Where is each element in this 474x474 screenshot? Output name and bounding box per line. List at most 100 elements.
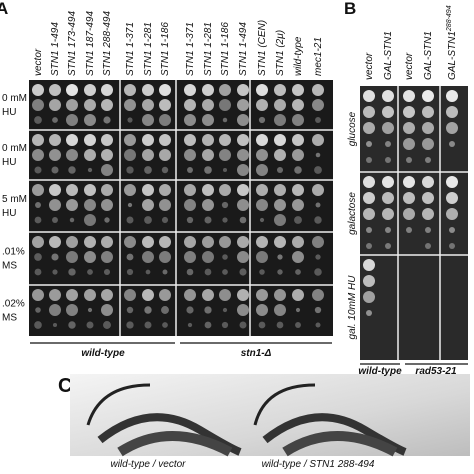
colony-spot [237,184,249,196]
colony-spot [202,289,214,301]
colony-spot [425,157,431,163]
colony-spot [363,176,375,188]
colony-spot [142,289,154,301]
colony-spot [366,141,372,147]
colony-spot [222,254,228,260]
row-label: gal. 10mM HU [347,275,358,340]
colony-spot [256,199,268,211]
colony-spot [237,251,249,263]
colony-spot [32,149,44,161]
colony-spot [86,321,94,329]
colony-spot [34,253,42,261]
colony-spot [221,201,229,209]
colony-spot [446,176,458,188]
colony-spot [312,289,324,301]
colony-spot [126,166,134,174]
colony-spot [101,251,113,263]
colony-spot [202,99,214,111]
colony-spot [385,157,391,163]
row-label: MS [2,261,17,272]
colony-spot [66,236,78,248]
colony-spot [237,289,249,301]
colony-spot [144,216,152,224]
colony-spot [295,322,301,328]
colony-spot [422,138,434,150]
colony-spot [101,289,113,301]
colony-spot [312,134,324,146]
colony-spot [184,114,196,126]
colony-spot [126,216,134,224]
row-label: .01% [2,247,25,258]
colony-spot [239,216,247,224]
colony-spot [219,134,231,146]
colony-spot [274,134,286,146]
colony-spot [126,268,134,276]
colony-spot [49,236,61,248]
colony-spot [101,84,113,96]
colony-spot [101,304,113,316]
colony-spot [312,99,324,111]
colony-spot [101,199,113,211]
colony-spot [363,122,375,134]
column-label: STN1 1-494 [238,22,249,76]
colony-spot [159,184,171,196]
colony-spot [403,138,415,150]
colony-spot [204,268,212,276]
colony-spot [66,114,78,126]
colony-spot [87,307,93,313]
colony-spot [124,99,136,111]
colony-spot [237,199,249,211]
colony-spot [202,184,214,196]
colony-spot [237,114,249,126]
column-label-text: GAL-STN1 [423,31,434,80]
colony-spot [403,90,415,102]
colony-spot [84,289,96,301]
colony-spot [202,251,214,263]
colony-spot [84,149,96,161]
colony-spot [184,184,196,196]
colony-spot [66,304,78,316]
colony-spot [184,289,196,301]
colony-spot [425,243,431,249]
column-label: GAL-STN1 [383,31,394,80]
column-label: STN1 187-494 [85,11,96,76]
colony-spot [294,216,302,224]
colony-spot [382,176,394,188]
panel-label: C [58,375,72,397]
colony-spot [312,184,324,196]
colony-spot [239,321,247,329]
colony-spot [314,306,322,314]
colony-spot [382,106,394,118]
colony-spot [256,304,268,316]
column-label: wild-type [293,36,304,76]
colony-spot [422,90,434,102]
colony-spot [314,216,322,224]
panel-label: B [344,0,356,18]
column-label: STN1 1-371 [125,22,136,76]
colony-spot [126,321,134,329]
row-label: .02% [2,299,25,310]
column-label: vector [364,52,375,80]
colony-spot [49,99,61,111]
colony-spot [315,117,321,123]
group-label: rad53-21 [415,366,457,377]
column-label: GAL-STN1288-494 [446,5,458,80]
colony-spot [274,304,286,316]
colony-spot [446,106,458,118]
colony-spot [159,289,171,301]
colony-spot [239,268,247,276]
colony-spot [124,289,136,301]
colony-spot [256,289,268,301]
colony-spot [237,236,249,248]
colony-spot [292,149,304,161]
colony-spot [446,90,458,102]
colony-spot [403,208,415,220]
colony-spot [51,166,59,174]
colony-spot [422,192,434,204]
colony-spot [32,236,44,248]
colony-spot [315,152,321,158]
colony-spot [144,306,152,314]
colony-spot [52,269,58,275]
colony-spot [142,199,154,211]
colony-spot [446,208,458,220]
